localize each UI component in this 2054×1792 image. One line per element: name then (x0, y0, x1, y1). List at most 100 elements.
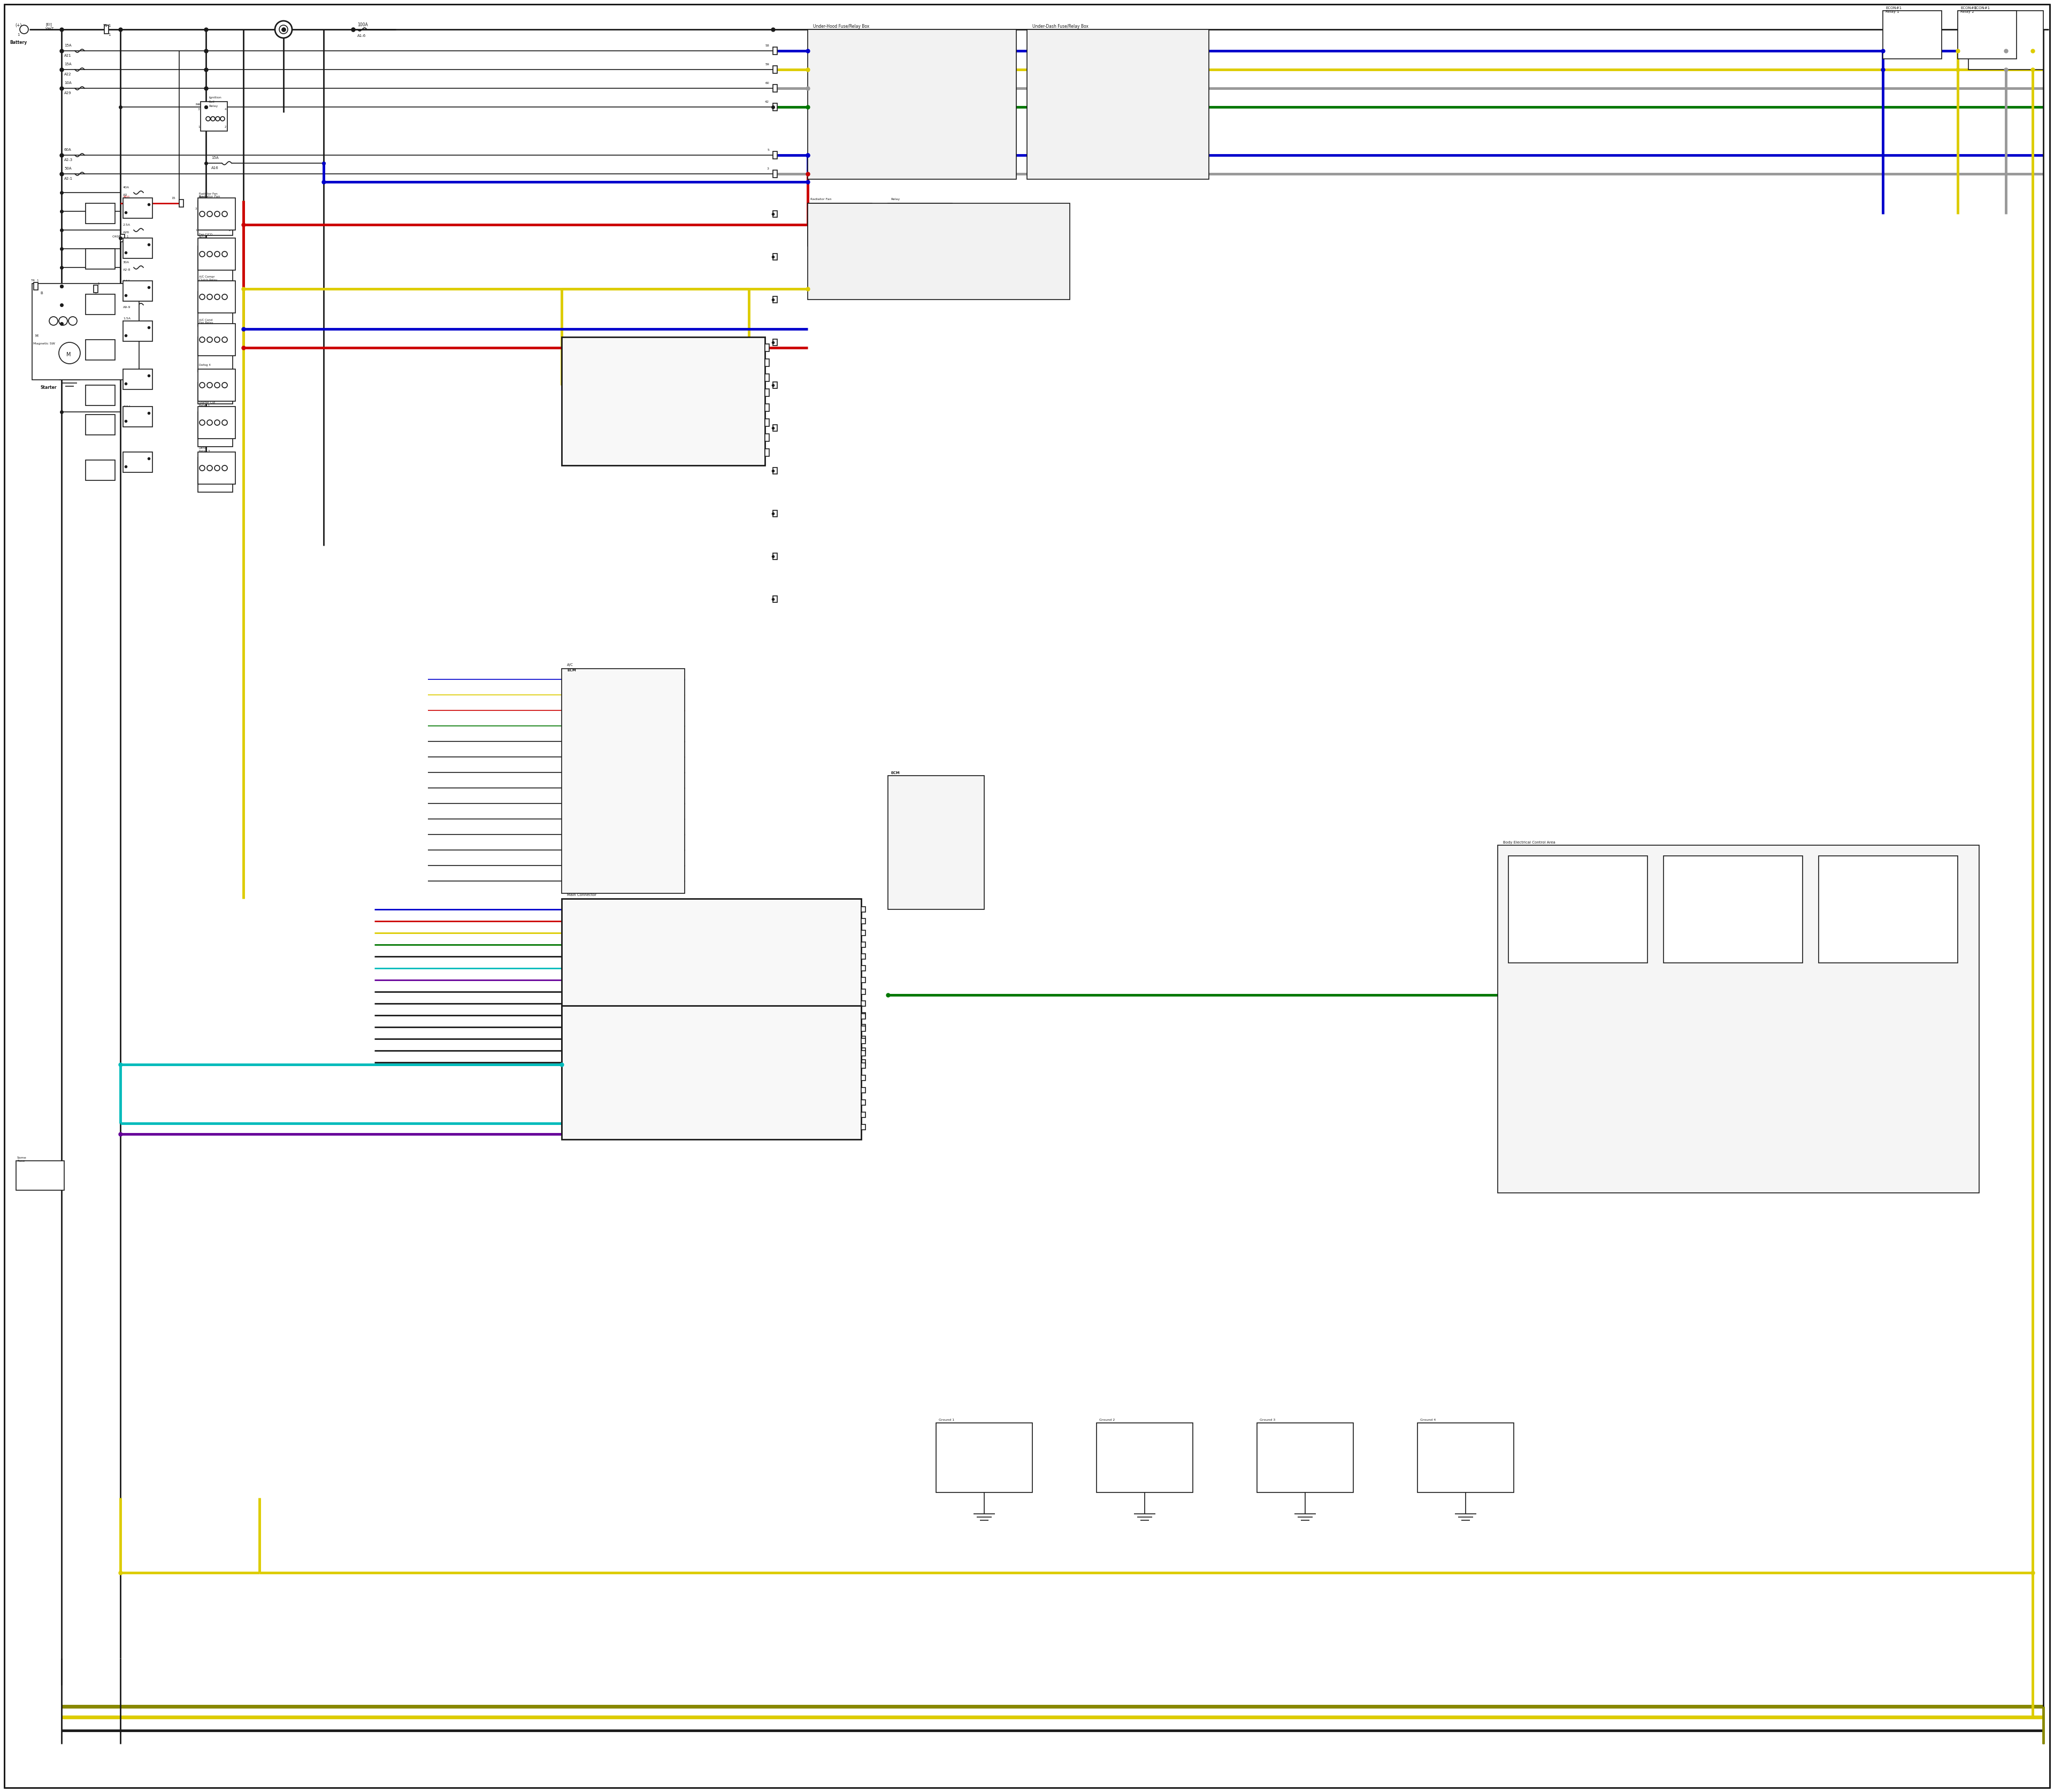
Bar (123, 407, 152, 426)
Bar (861, 1113, 865, 1118)
Circle shape (222, 337, 228, 342)
Text: 1: 1 (109, 23, 111, 27)
Bar (94, 285, 99, 292)
Bar (861, 930, 865, 935)
Text: 15A: 15A (212, 156, 218, 159)
Text: Under-Dash Fuse/Relay Box: Under-Dash Fuse/Relay Box (1033, 23, 1089, 29)
Bar (197, 281, 236, 314)
Circle shape (199, 466, 205, 471)
Bar (561, 1005, 861, 1140)
Text: A17: A17 (123, 324, 129, 328)
Text: ECON#1: ECON#1 (1974, 7, 1990, 9)
Circle shape (21, 25, 29, 34)
Circle shape (207, 419, 212, 425)
Circle shape (222, 294, 228, 299)
Bar (1957, 11, 2017, 59)
Text: (+): (+) (14, 23, 23, 29)
Circle shape (212, 217, 216, 220)
Bar (772, 554, 776, 559)
Bar (197, 457, 232, 493)
Bar (772, 84, 776, 91)
Bar (86, 461, 115, 480)
Bar (772, 425, 776, 432)
Text: [EJ]: [EJ] (811, 43, 817, 47)
Bar (197, 246, 232, 281)
Bar (772, 339, 776, 346)
Text: YEL: YEL (811, 68, 817, 72)
Circle shape (205, 116, 210, 120)
Bar (861, 1025, 865, 1030)
Text: ECM: ECM (891, 771, 900, 774)
Bar (772, 511, 776, 516)
Text: RED: RED (123, 201, 131, 204)
Text: Control: Control (891, 202, 904, 206)
Text: [EJ]: [EJ] (811, 100, 817, 104)
Bar (86, 414, 115, 435)
Text: Ground 4: Ground 4 (1419, 1419, 1436, 1421)
Circle shape (275, 22, 292, 38)
Circle shape (199, 337, 205, 342)
Text: WHT: WHT (811, 86, 820, 90)
Text: Radiator Fan: Radiator Fan (199, 195, 220, 197)
Text: 20A: 20A (123, 299, 129, 301)
Circle shape (207, 466, 212, 471)
Bar (561, 898, 861, 1070)
Text: A2-1: A2-1 (64, 177, 72, 181)
Text: [EJ]: [EJ] (811, 81, 817, 84)
Circle shape (222, 211, 228, 217)
Bar (861, 1100, 865, 1106)
Bar (764, 403, 768, 412)
Text: BLU: BLU (811, 154, 817, 156)
Bar (197, 452, 236, 484)
Text: Radiator Fan
Relay: Radiator Fan Relay (199, 192, 218, 199)
Bar (764, 419, 768, 426)
Bar (861, 1124, 865, 1129)
Circle shape (214, 466, 220, 471)
Circle shape (207, 294, 212, 299)
Bar (861, 1075, 865, 1081)
Text: 58: 58 (764, 45, 768, 47)
Text: 1: 1 (16, 34, 21, 36)
Circle shape (199, 419, 205, 425)
Text: A2-8: A2-8 (123, 269, 131, 271)
Text: ECON#1
Relay 1: ECON#1 Relay 1 (1886, 7, 1902, 13)
Text: A3: A3 (123, 412, 127, 416)
Text: 10A: 10A (64, 81, 72, 84)
Circle shape (214, 211, 220, 217)
Text: 42: 42 (764, 100, 768, 104)
Bar (197, 238, 236, 271)
Text: Motor: Motor (811, 202, 820, 206)
Bar (123, 369, 152, 389)
Text: A16: A16 (212, 167, 218, 170)
Text: 15A: 15A (64, 43, 72, 47)
Bar (123, 197, 152, 219)
Circle shape (207, 337, 212, 342)
Text: BLU: BLU (811, 48, 817, 52)
Circle shape (216, 116, 220, 120)
Text: 100A: 100A (357, 23, 368, 27)
Text: Fan C/CO
Relay: Fan C/CO Relay (199, 233, 212, 238)
Bar (764, 389, 768, 396)
Bar (937, 1423, 1033, 1493)
Bar (772, 211, 776, 217)
Bar (772, 170, 776, 177)
Bar (807, 202, 871, 246)
Text: 30A: 30A (123, 262, 129, 263)
Text: A22: A22 (64, 73, 72, 75)
Circle shape (214, 337, 220, 342)
Circle shape (199, 211, 205, 217)
Text: A1-6: A1-6 (357, 34, 366, 38)
Bar (772, 47, 776, 54)
Text: Relay: Relay (199, 247, 207, 249)
Text: Under-Hood Fuse/Relay Box: Under-Hood Fuse/Relay Box (813, 23, 869, 29)
Text: A29: A29 (64, 91, 72, 95)
Circle shape (201, 217, 205, 220)
Bar (123, 238, 152, 258)
Bar (201, 102, 228, 131)
Text: 59: 59 (764, 63, 768, 66)
Text: 1: 1 (109, 34, 111, 36)
Bar (861, 919, 865, 925)
Text: C408: C408 (113, 235, 121, 238)
Text: A/C Cond: A/C Cond (199, 332, 214, 335)
Bar (861, 943, 865, 948)
